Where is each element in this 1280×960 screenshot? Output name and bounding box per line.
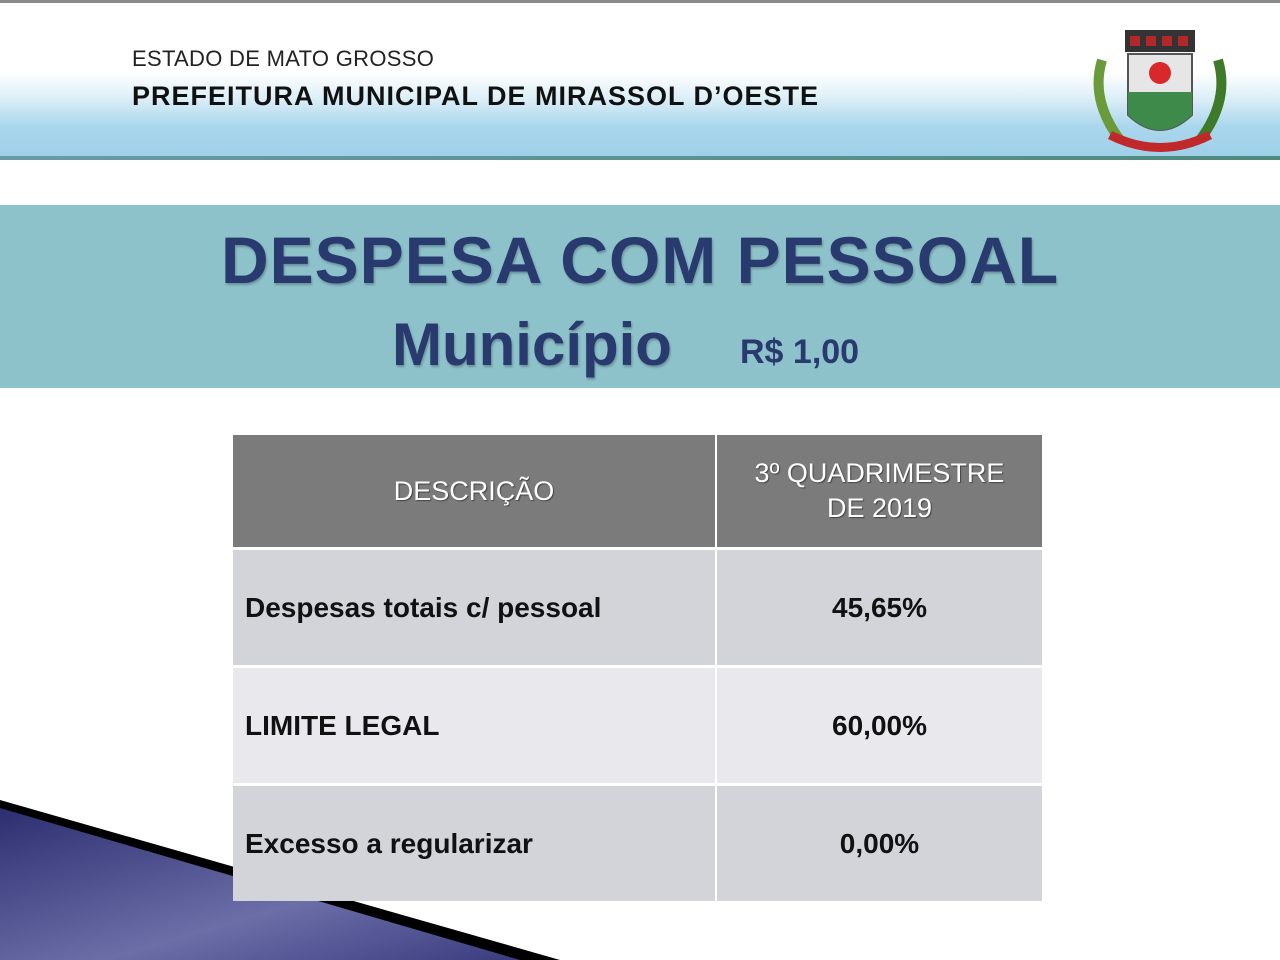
row-description: Despesas totais c/ pessoal: [233, 550, 715, 665]
municipal-crest-icon: [1093, 30, 1227, 152]
currency-unit: R$ 1,00: [740, 333, 860, 371]
header-period: 3º QUADRIMESTRE DE 2019: [715, 435, 1042, 547]
title-band: [0, 205, 1280, 388]
header-description: DESCRIÇÃO: [233, 435, 715, 547]
table-row: LIMITE LEGAL 60,00%: [233, 668, 1042, 783]
personnel-expense-table: DESCRIÇÃO 3º QUADRIMESTRE DE 2019 Despes…: [233, 435, 1042, 901]
header-banner: [0, 3, 1280, 158]
header-divider: [0, 156, 1280, 160]
top-border: [0, 0, 1280, 3]
table-header-row: DESCRIÇÃO 3º QUADRIMESTRE DE 2019: [233, 435, 1042, 547]
slide-title: DESPESA COM PESSOAL: [220, 223, 1060, 297]
row-value: 60,00%: [715, 668, 1042, 783]
table-row: Despesas totais c/ pessoal 45,65%: [233, 550, 1042, 665]
slide-subtitle: Município: [392, 311, 672, 378]
state-name: ESTADO DE MATO GROSSO: [132, 46, 435, 71]
row-description: Excesso a regularizar: [233, 786, 715, 901]
row-value: 45,65%: [715, 550, 1042, 665]
row-description: LIMITE LEGAL: [233, 668, 715, 783]
prefecture-name: PREFEITURA MUNICIPAL DE MIRASSOL D’OESTE: [132, 81, 820, 111]
table-row: Excesso a regularizar 0,00%: [233, 786, 1042, 901]
row-value: 0,00%: [715, 786, 1042, 901]
